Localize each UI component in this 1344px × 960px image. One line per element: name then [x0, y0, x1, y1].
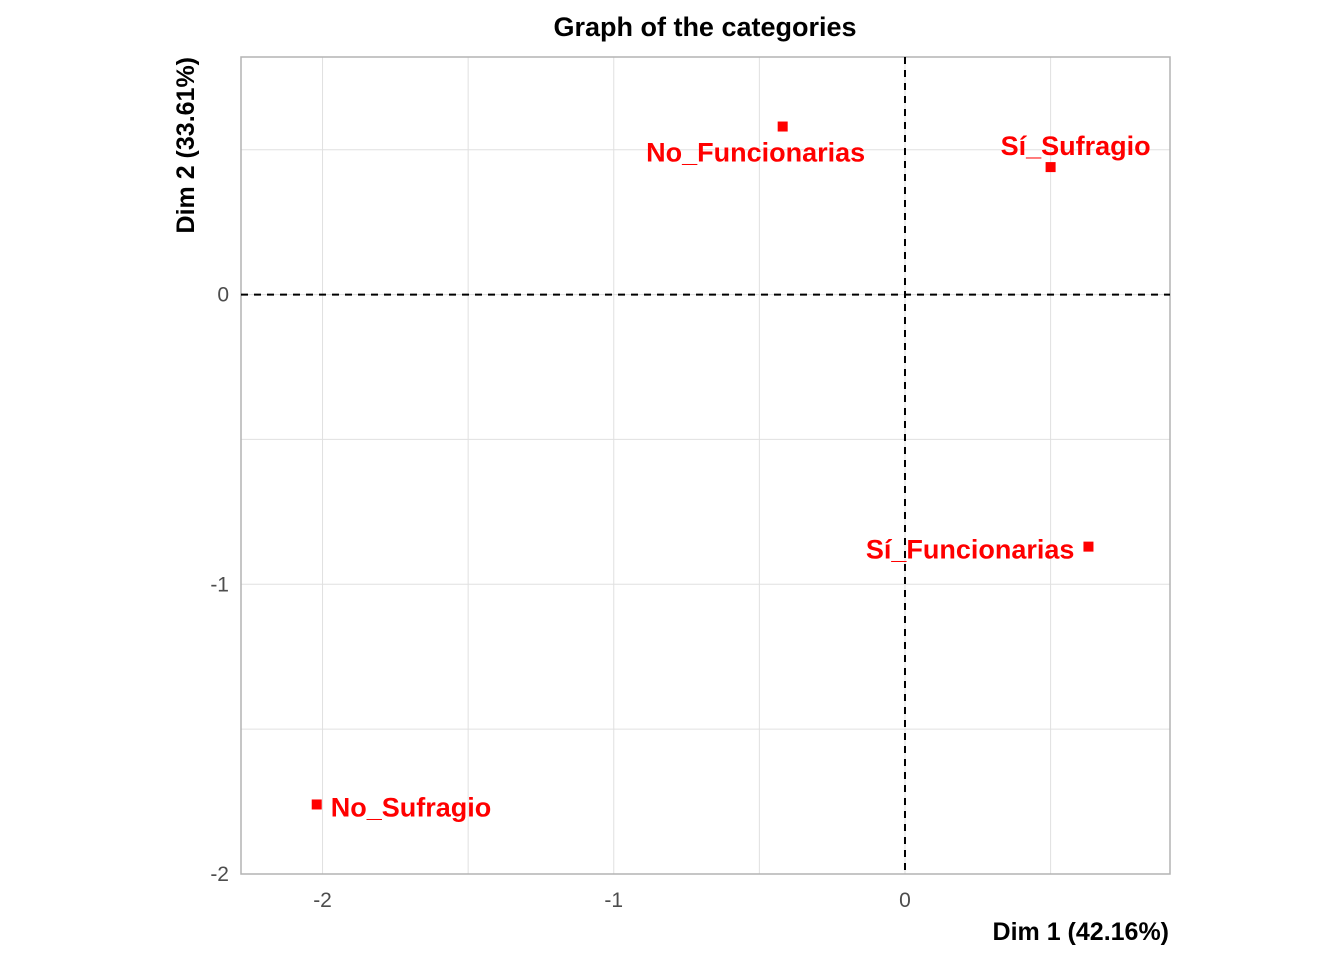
x-tick-label: 0 [899, 889, 911, 912]
y-tick-label: -2 [210, 863, 229, 886]
category-point-label: Sí_Funcionarias [866, 535, 1075, 565]
category-point-marker [311, 799, 322, 810]
category-point-label: No_Sufragio [331, 792, 492, 822]
x-tick-label: -1 [604, 889, 623, 912]
plot-panel-border [240, 56, 1171, 875]
tick-labels: -2 -1 0 -2 -1 0 [210, 284, 911, 912]
y-axis-title: Dim 2 (33.61%) [172, 57, 200, 233]
y-tick-label: -1 [210, 573, 229, 596]
category-point-marker [1045, 162, 1056, 173]
grid-lines [241, 57, 1170, 875]
category-point-marker [777, 121, 788, 132]
data-points: No_Funcionarias Sí_Sufragio Sí_Funcionaria… [311, 121, 1151, 822]
category-point-label: No_Funcionarias [646, 138, 865, 168]
category-point-label: Sí_Sufragio [1001, 131, 1151, 161]
reference-lines [241, 57, 1170, 874]
category-point-marker [1083, 541, 1094, 552]
x-axis-title: Dim 1 (42.16%) [993, 918, 1169, 946]
x-tick-label: -2 [313, 889, 332, 912]
y-tick-label: 0 [217, 284, 229, 307]
chart-title: Graph of the categories [553, 12, 856, 42]
